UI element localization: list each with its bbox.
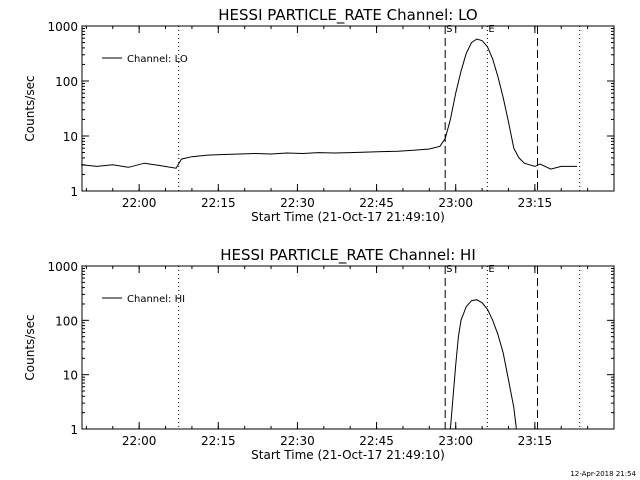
x-tick-label: 23:00 (438, 196, 473, 210)
y-tick-label: 100 (55, 75, 78, 89)
time-marker-label: E (488, 24, 494, 35)
chart-panel-hi: HESSI PARTICLE_RATE Channel: HI 22:00 22:1… (23, 246, 615, 462)
chart-panel-lo: HESSI PARTICLE_RATE Channel: LO 22:00 22:1… (23, 6, 615, 224)
x-axis-label: Start Time (21-Oct-17 21:49:10) (251, 210, 445, 224)
chart-title: HESSI PARTICLE_RATE Channel: HI (220, 246, 476, 265)
x-tick-label: 22:00 (122, 196, 157, 210)
y-tick-label: 1000 (47, 20, 78, 34)
x-tick-label: 23:15 (518, 434, 553, 448)
time-marker-label: S (446, 24, 452, 35)
y-axis-label: Counts/sec (23, 75, 37, 141)
y-axis-label: Counts/sec (23, 314, 37, 380)
y-tick-label: 1 (70, 423, 78, 437)
x-axis-label: Start Time (21-Oct-17 21:49:10) (251, 448, 445, 462)
x-tick-label: 22:00 (122, 434, 157, 448)
x-tick-label: 22:15 (201, 434, 236, 448)
x-tick-label: 22:15 (201, 196, 236, 210)
y-tick-label: 10 (63, 369, 78, 383)
x-tick-label: 22:30 (280, 434, 315, 448)
x-tick-label: 22:45 (359, 196, 394, 210)
time-marker-label: E (488, 264, 494, 275)
series-line (81, 38, 578, 170)
y-tick-label: 100 (55, 314, 78, 328)
generation-timestamp: 12-Apr-2018 21:54 (570, 470, 636, 478)
x-tick-label: 23:00 (438, 434, 473, 448)
series-line (449, 299, 517, 430)
y-tick-label: 1000 (47, 260, 78, 274)
y-tick-label: 1 (70, 185, 78, 199)
x-tick-label: 23:15 (518, 196, 553, 210)
legend-entry: Channel: HI (127, 294, 185, 305)
time-marker-label: S (446, 264, 452, 275)
x-tick-label: 22:45 (359, 434, 394, 448)
plot-frame (81, 25, 615, 192)
y-tick-label: 10 (63, 130, 78, 144)
x-tick-label: 22:30 (280, 196, 315, 210)
chart-title: HESSI PARTICLE_RATE Channel: LO (218, 6, 477, 25)
legend-entry: Channel: LO (127, 54, 188, 65)
plot-frame (81, 265, 615, 430)
